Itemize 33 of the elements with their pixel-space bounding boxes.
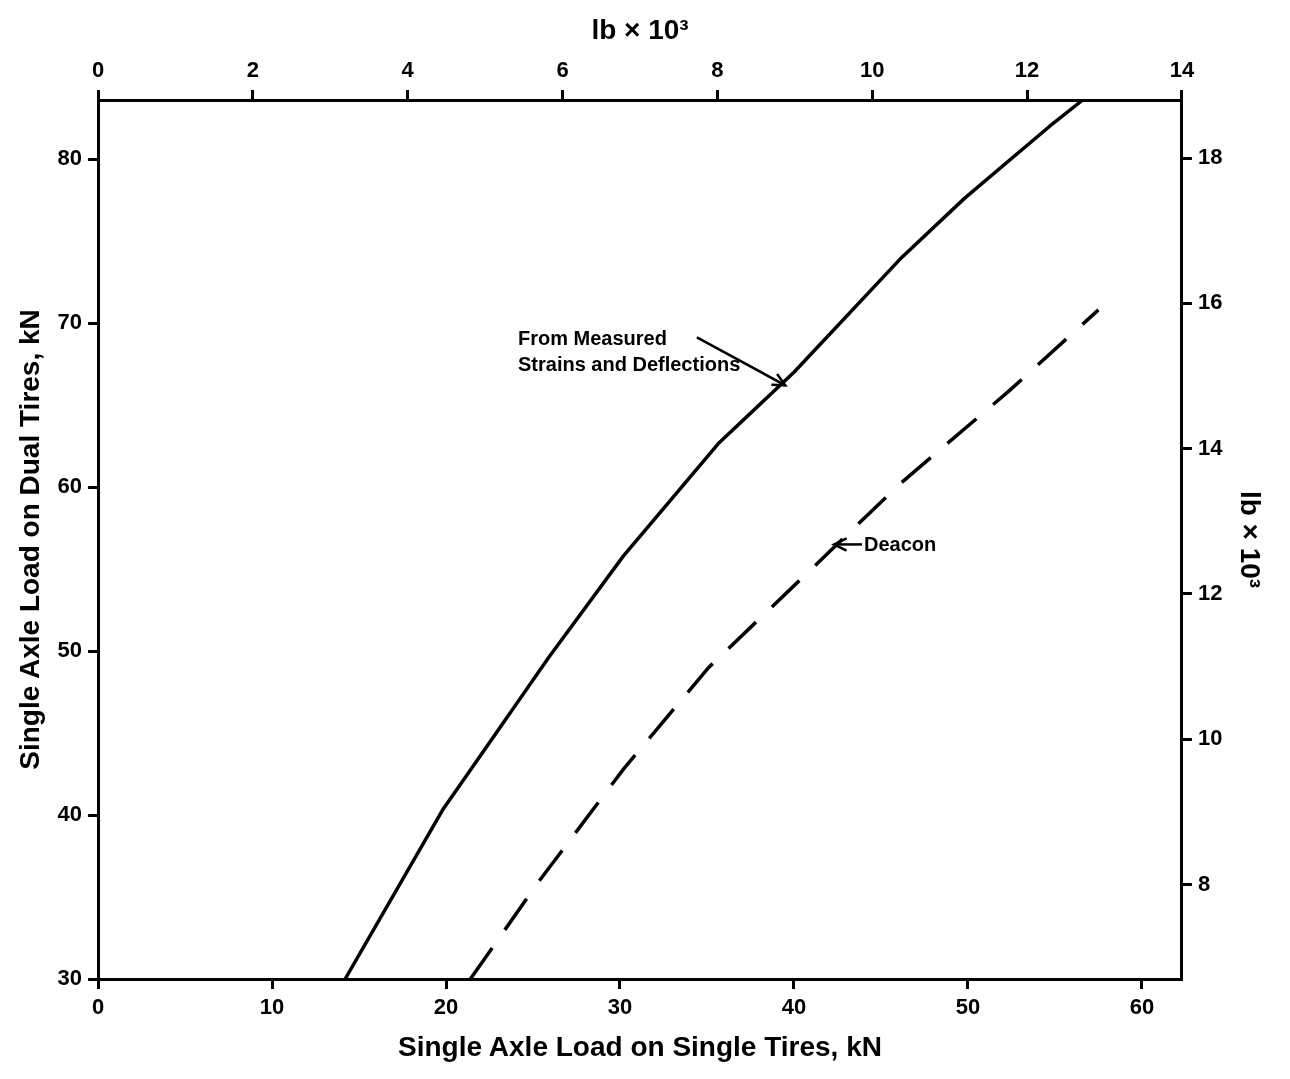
x2-axis-title: lb × 10³ bbox=[591, 13, 689, 45]
y2-tick-label: 14 bbox=[1197, 434, 1224, 460]
x2-tick-label: 0 bbox=[91, 56, 105, 82]
x2-tick-label: 8 bbox=[711, 56, 724, 82]
x2-tick-label: 10 bbox=[860, 56, 885, 82]
y2-tick-label: 10 bbox=[1197, 725, 1223, 751]
y2-tick-label: 16 bbox=[1197, 289, 1223, 315]
x-tick-label: 10 bbox=[259, 994, 285, 1020]
x2-tick-label: 6 bbox=[556, 56, 569, 82]
y-tick-label: 30 bbox=[57, 965, 83, 991]
annotation: Deacon bbox=[863, 533, 937, 556]
x-tick-label: 0 bbox=[91, 994, 105, 1020]
y-tick-label: 70 bbox=[57, 309, 83, 335]
x2-tick-label: 4 bbox=[401, 56, 415, 82]
y2-tick-label: 8 bbox=[1197, 870, 1211, 896]
y2-axis-title: lb × 10³ bbox=[1235, 490, 1267, 589]
y2-tick-label: 18 bbox=[1197, 144, 1223, 170]
x-tick-label: 20 bbox=[433, 994, 459, 1020]
x2-tick-label: 2 bbox=[246, 56, 260, 82]
x-tick-label: 50 bbox=[955, 994, 981, 1020]
x2-tick-label: 14 bbox=[1169, 56, 1195, 82]
y-axis-title: Single Axle Load on Dual Tires, kN bbox=[13, 309, 45, 770]
y-tick-label: 80 bbox=[57, 145, 83, 171]
y-tick-label: 60 bbox=[57, 473, 83, 499]
y-tick-label: 50 bbox=[57, 637, 83, 663]
y-tick-label: 40 bbox=[57, 801, 83, 827]
x-tick-label: 60 bbox=[1129, 994, 1155, 1020]
x-tick-label: 40 bbox=[781, 994, 807, 1020]
x-tick-label: 30 bbox=[607, 994, 633, 1020]
annotation: From Measured Strains and Deflections bbox=[517, 327, 741, 376]
y2-tick-label: 12 bbox=[1197, 580, 1223, 606]
x2-tick-label: 12 bbox=[1014, 56, 1040, 82]
x-axis-title: Single Axle Load on Single Tires, kN bbox=[398, 1030, 882, 1062]
